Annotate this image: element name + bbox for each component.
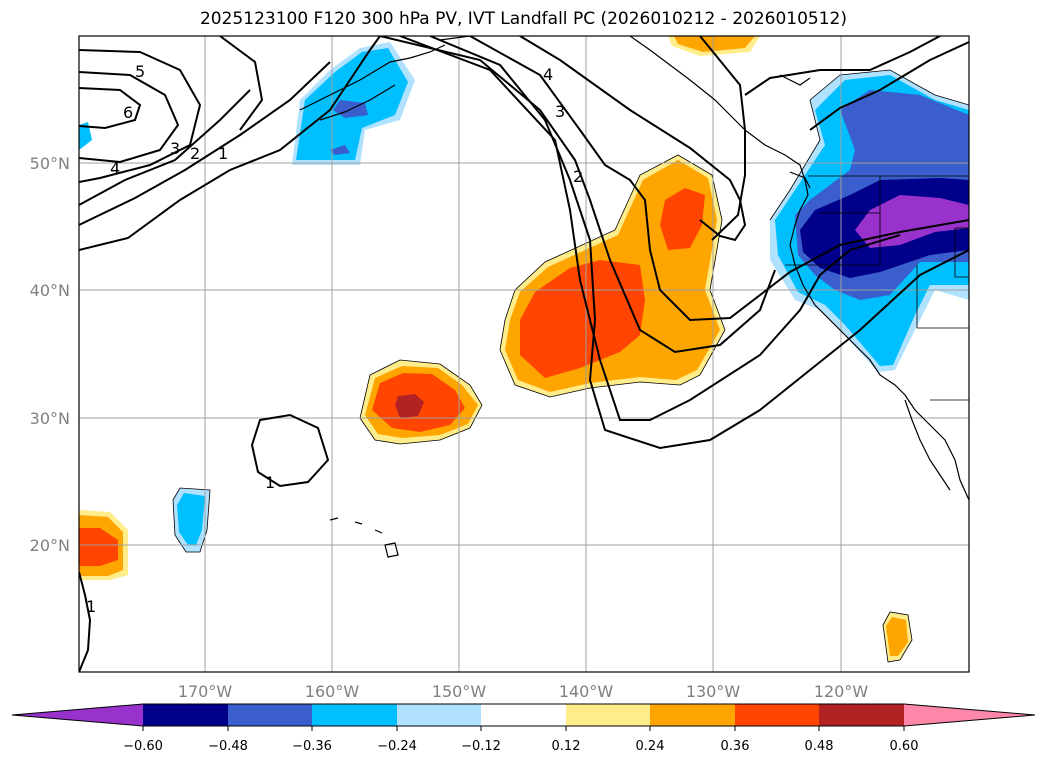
plot-frame <box>78 35 970 673</box>
contour-label: 1 <box>86 597 96 616</box>
contour-label: 2 <box>190 144 200 163</box>
contour-label: 1 <box>218 144 228 163</box>
contour-label-group: 5 6 4 3 2 1 4 3 2 1 1 <box>86 62 583 616</box>
colorbar-tick-label: 0.12 <box>552 739 581 754</box>
colorbar-cell <box>904 704 1035 726</box>
colorbar-tick-label: −0.24 <box>377 739 417 754</box>
colorbar-cell <box>397 704 481 726</box>
plot-area: 5 6 4 3 2 1 4 3 2 1 1 <box>79 36 969 672</box>
lat-tick-label: 30°N <box>30 409 70 428</box>
colorbar-tick-label: −0.60 <box>123 739 163 754</box>
contour-label: 2 <box>573 167 583 186</box>
colorbar-cell <box>650 704 735 726</box>
lon-tick-label: 130°W <box>686 682 741 701</box>
map-title: 2025123100 F120 300 hPa PV, IVT Landfall… <box>199 9 847 29</box>
contour-label: 4 <box>110 159 120 178</box>
contour-label: 6 <box>123 103 133 122</box>
shading-negative <box>79 42 969 552</box>
lon-tick-label: 160°W <box>305 682 360 701</box>
lat-axis-labels: 50°N 40°N 30°N 20°N <box>30 154 70 555</box>
contour-label: 1 <box>265 473 275 492</box>
colorbar-tick-label: −0.36 <box>292 739 332 754</box>
pv-contours <box>79 36 969 672</box>
colorbar-tick-label: 0.48 <box>805 739 834 754</box>
colorbar-tick-label: 0.60 <box>890 739 919 754</box>
shading-outlines <box>172 69 969 663</box>
colorbar-cell <box>481 704 566 726</box>
lon-tick-label: 170°W <box>178 682 233 701</box>
colorbar-cell <box>312 704 397 726</box>
borders <box>785 175 969 401</box>
lat-tick-label: 50°N <box>30 154 70 173</box>
colorbar-tick-label: 0.36 <box>721 739 750 754</box>
lon-tick-label: 120°W <box>814 682 869 701</box>
colorbar-cell <box>819 704 904 726</box>
contour-label: 3 <box>555 102 565 121</box>
colorbar-cell <box>143 704 228 726</box>
coastlines <box>299 36 969 558</box>
lon-tick-label: 140°W <box>559 682 614 701</box>
colorbar-cell <box>12 704 143 726</box>
contour-label: 3 <box>170 139 180 158</box>
colorbar-tick-label: −0.12 <box>461 739 501 754</box>
shading-positive <box>79 36 912 662</box>
colorbar: −0.60 −0.48 −0.36 −0.24 −0.12 0.12 0.24 … <box>11 703 1036 754</box>
lat-tick-label: 20°N <box>30 536 70 555</box>
lon-tick-label: 150°W <box>432 682 487 701</box>
gridlines <box>79 36 969 672</box>
colorbar-cell <box>566 704 650 726</box>
colorbar-tick-label: −0.48 <box>208 739 248 754</box>
colorbar-cell <box>735 704 819 726</box>
colorbar-ticks <box>142 726 905 731</box>
lat-tick-label: 40°N <box>30 281 70 300</box>
colorbar-tick-label: 0.24 <box>636 739 665 754</box>
lon-axis-labels: 170°W 160°W 150°W 140°W 130°W 120°W <box>178 682 869 701</box>
contour-label: 5 <box>135 62 145 81</box>
colorbar-cell <box>228 704 312 726</box>
contour-label: 4 <box>543 65 553 84</box>
